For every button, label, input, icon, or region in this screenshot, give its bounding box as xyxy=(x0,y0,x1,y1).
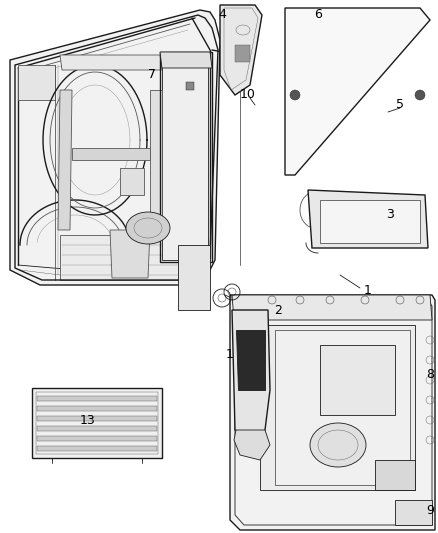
Polygon shape xyxy=(110,230,150,278)
Text: 13: 13 xyxy=(80,414,96,426)
Polygon shape xyxy=(37,426,157,431)
Polygon shape xyxy=(232,310,270,440)
Polygon shape xyxy=(395,500,432,525)
Polygon shape xyxy=(234,430,270,460)
Ellipse shape xyxy=(415,90,425,100)
Polygon shape xyxy=(186,82,194,90)
Polygon shape xyxy=(32,388,162,458)
Polygon shape xyxy=(375,460,415,490)
Polygon shape xyxy=(18,65,55,100)
Polygon shape xyxy=(178,245,210,310)
Polygon shape xyxy=(37,446,157,451)
Polygon shape xyxy=(60,235,190,280)
Text: 8: 8 xyxy=(426,368,434,382)
Polygon shape xyxy=(320,345,395,415)
Text: 4: 4 xyxy=(218,7,226,20)
Polygon shape xyxy=(236,330,265,390)
Polygon shape xyxy=(37,406,157,411)
Text: 6: 6 xyxy=(314,7,322,20)
Polygon shape xyxy=(60,55,162,70)
Polygon shape xyxy=(320,200,420,243)
Text: 10: 10 xyxy=(240,88,256,101)
Ellipse shape xyxy=(290,90,300,100)
Polygon shape xyxy=(220,5,262,95)
Polygon shape xyxy=(232,295,432,320)
Text: 5: 5 xyxy=(396,99,404,111)
Text: 7: 7 xyxy=(148,69,156,82)
Text: 1: 1 xyxy=(364,284,372,296)
Text: 3: 3 xyxy=(386,208,394,222)
Text: 1: 1 xyxy=(226,349,234,361)
Polygon shape xyxy=(10,10,220,285)
Polygon shape xyxy=(120,168,144,195)
Polygon shape xyxy=(150,90,162,230)
Text: 9: 9 xyxy=(426,504,434,516)
Polygon shape xyxy=(235,45,250,62)
Ellipse shape xyxy=(126,212,170,244)
Polygon shape xyxy=(275,330,410,485)
Polygon shape xyxy=(37,396,157,401)
Polygon shape xyxy=(72,148,150,160)
Polygon shape xyxy=(230,295,435,530)
Polygon shape xyxy=(308,190,428,248)
Polygon shape xyxy=(37,416,157,421)
Polygon shape xyxy=(58,90,72,230)
Polygon shape xyxy=(160,52,212,68)
Polygon shape xyxy=(285,8,430,175)
Polygon shape xyxy=(162,55,208,260)
Polygon shape xyxy=(37,436,157,441)
Text: 2: 2 xyxy=(274,303,282,317)
Ellipse shape xyxy=(310,423,366,467)
Polygon shape xyxy=(260,325,415,490)
